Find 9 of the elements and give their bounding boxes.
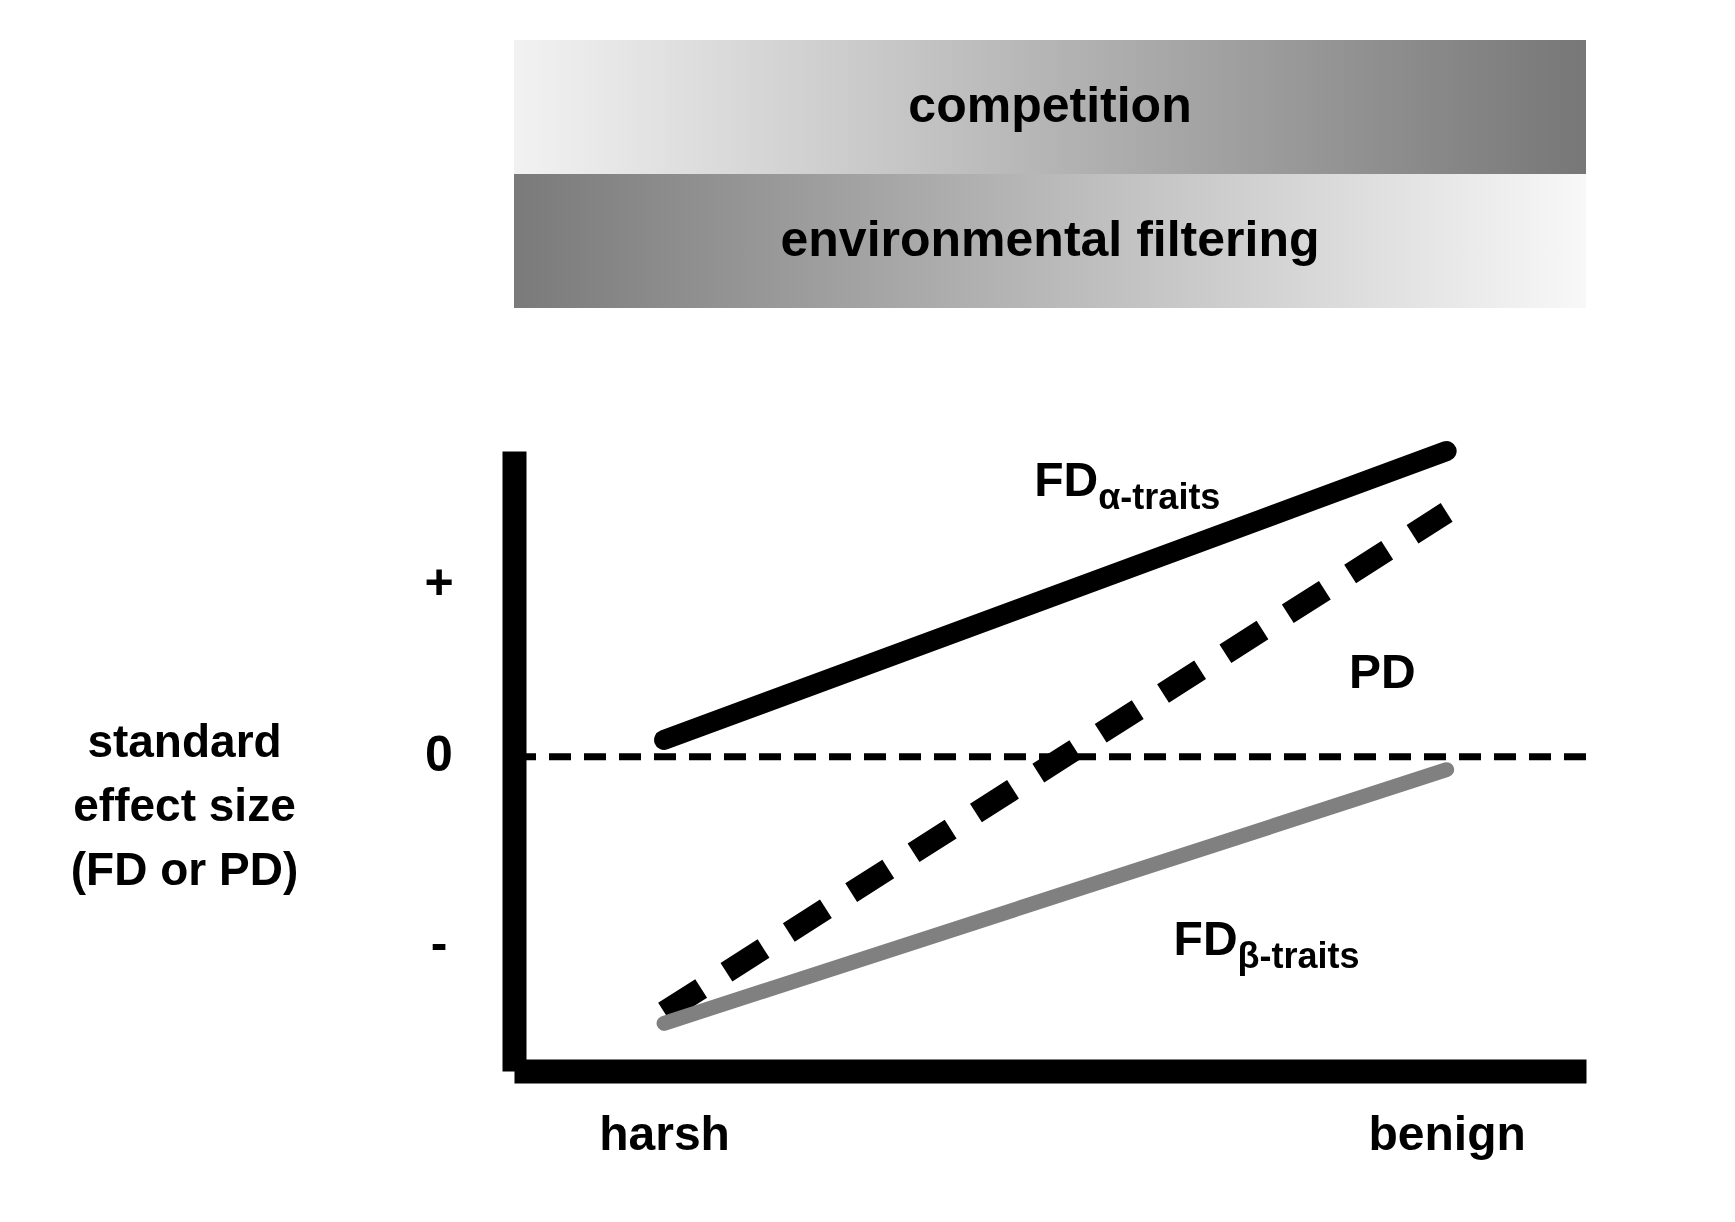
series-label: PD [1348,645,1416,699]
text: - [430,915,448,972]
y-axis-title: standard effect size (FD or PD) [70,714,299,895]
text: environmental filtering [780,211,1320,267]
text: + [424,554,454,611]
text: competition [908,77,1192,133]
x-tick-label: harsh [599,1106,730,1160]
x-tick-label: benign [1368,1106,1526,1160]
text: 0 [425,726,453,783]
